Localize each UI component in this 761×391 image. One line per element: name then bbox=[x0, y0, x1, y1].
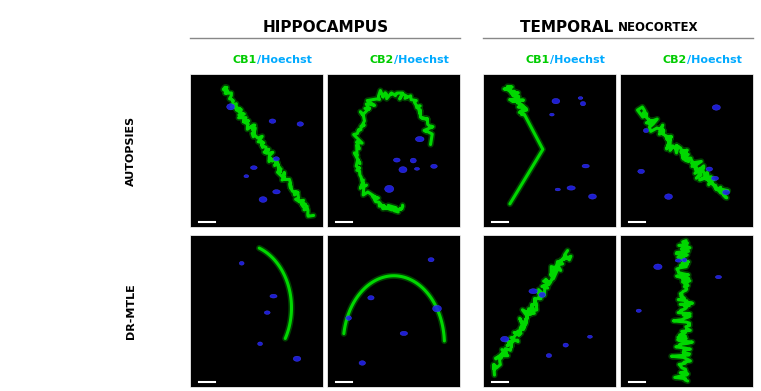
Text: /Hoechst: /Hoechst bbox=[687, 55, 742, 65]
Ellipse shape bbox=[529, 289, 537, 294]
Ellipse shape bbox=[501, 336, 509, 342]
Ellipse shape bbox=[384, 185, 393, 192]
Ellipse shape bbox=[259, 197, 267, 203]
Text: TEMPORAL: TEMPORAL bbox=[520, 20, 619, 35]
Ellipse shape bbox=[712, 105, 721, 110]
Ellipse shape bbox=[258, 342, 263, 346]
FancyBboxPatch shape bbox=[190, 74, 323, 227]
Ellipse shape bbox=[227, 104, 234, 110]
Ellipse shape bbox=[431, 164, 438, 168]
FancyBboxPatch shape bbox=[327, 74, 460, 227]
Ellipse shape bbox=[587, 335, 592, 338]
Ellipse shape bbox=[664, 194, 673, 199]
Ellipse shape bbox=[675, 259, 682, 262]
Text: /Hoechst: /Hoechst bbox=[257, 55, 312, 65]
Ellipse shape bbox=[654, 264, 662, 269]
Ellipse shape bbox=[270, 294, 277, 298]
Ellipse shape bbox=[722, 190, 730, 195]
Ellipse shape bbox=[563, 343, 568, 347]
Ellipse shape bbox=[264, 311, 270, 314]
Ellipse shape bbox=[712, 176, 718, 181]
Ellipse shape bbox=[556, 188, 560, 191]
Text: /Hoechst: /Hoechst bbox=[394, 55, 449, 65]
FancyBboxPatch shape bbox=[327, 235, 460, 387]
Ellipse shape bbox=[250, 166, 257, 170]
Ellipse shape bbox=[588, 194, 597, 199]
Ellipse shape bbox=[345, 316, 352, 320]
Ellipse shape bbox=[416, 136, 424, 142]
Text: CB1: CB1 bbox=[526, 55, 549, 65]
Text: CB2: CB2 bbox=[663, 55, 687, 65]
Ellipse shape bbox=[578, 97, 583, 99]
Ellipse shape bbox=[567, 186, 575, 190]
Ellipse shape bbox=[273, 157, 279, 161]
FancyBboxPatch shape bbox=[620, 235, 753, 387]
Text: /Hoechst: /Hoechst bbox=[549, 55, 605, 65]
Ellipse shape bbox=[549, 113, 554, 116]
Text: AUTOPSIES: AUTOPSIES bbox=[126, 115, 136, 186]
Ellipse shape bbox=[368, 296, 374, 300]
Ellipse shape bbox=[682, 258, 687, 262]
Ellipse shape bbox=[552, 99, 560, 104]
Ellipse shape bbox=[432, 305, 441, 312]
Ellipse shape bbox=[359, 361, 365, 365]
Text: CB2: CB2 bbox=[370, 55, 394, 65]
Ellipse shape bbox=[638, 169, 645, 174]
FancyBboxPatch shape bbox=[483, 235, 616, 387]
Ellipse shape bbox=[582, 164, 589, 168]
Ellipse shape bbox=[636, 309, 642, 312]
Text: DR-MTLE: DR-MTLE bbox=[126, 283, 136, 339]
FancyBboxPatch shape bbox=[190, 235, 323, 387]
Ellipse shape bbox=[715, 275, 721, 279]
FancyBboxPatch shape bbox=[483, 74, 616, 227]
Ellipse shape bbox=[399, 167, 407, 173]
Ellipse shape bbox=[428, 258, 434, 262]
Ellipse shape bbox=[643, 128, 648, 133]
Ellipse shape bbox=[706, 167, 712, 171]
Ellipse shape bbox=[239, 261, 244, 265]
Ellipse shape bbox=[269, 119, 275, 123]
Ellipse shape bbox=[244, 175, 249, 178]
FancyBboxPatch shape bbox=[620, 74, 753, 227]
Text: HIPPOCAMPUS: HIPPOCAMPUS bbox=[263, 20, 388, 35]
Text: NEOCORTEX: NEOCORTEX bbox=[619, 21, 699, 34]
Ellipse shape bbox=[581, 102, 586, 106]
Ellipse shape bbox=[400, 331, 408, 335]
Ellipse shape bbox=[293, 356, 301, 361]
Ellipse shape bbox=[546, 353, 552, 357]
Ellipse shape bbox=[410, 158, 416, 163]
Ellipse shape bbox=[393, 158, 400, 162]
Text: CB1: CB1 bbox=[233, 55, 257, 65]
Ellipse shape bbox=[272, 190, 280, 194]
Ellipse shape bbox=[297, 122, 304, 126]
Ellipse shape bbox=[415, 167, 419, 170]
Ellipse shape bbox=[539, 292, 546, 298]
